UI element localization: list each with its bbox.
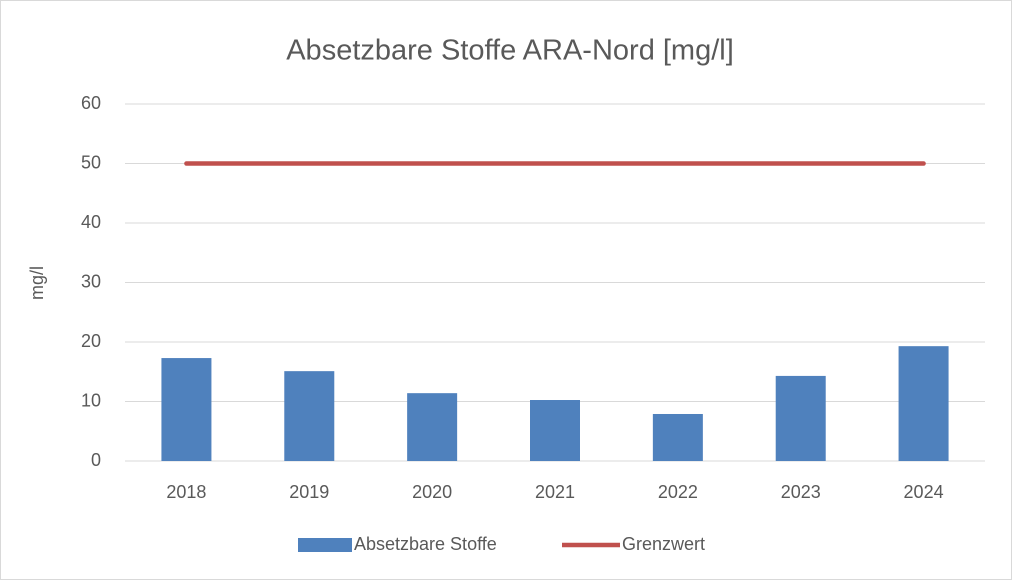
bar — [284, 371, 335, 461]
bar — [407, 393, 458, 461]
y-tick-label: 10 — [81, 390, 101, 410]
x-tick-label: 2019 — [289, 482, 329, 502]
bar — [161, 358, 212, 461]
y-tick-label: 50 — [81, 152, 101, 172]
bar — [775, 375, 826, 461]
x-tick-label: 2021 — [535, 482, 575, 502]
bar — [652, 413, 703, 461]
legend-swatch — [298, 538, 352, 552]
y-tick-label: 40 — [81, 212, 101, 232]
x-tick-label: 2022 — [658, 482, 698, 502]
y-tick-label: 30 — [81, 271, 101, 291]
y-tick-label: 20 — [81, 331, 101, 351]
legend-label: Absetzbare Stoffe — [354, 534, 497, 554]
x-tick-label: 2023 — [781, 482, 821, 502]
y-tick-label: 0 — [91, 450, 101, 470]
bar — [898, 346, 949, 461]
x-tick-label: 2018 — [166, 482, 206, 502]
legend-label: Grenzwert — [622, 534, 705, 554]
chart-title: Absetzbare Stoffe ARA-Nord [mg/l] — [286, 35, 734, 67]
bar — [530, 400, 580, 461]
y-axis-label: mg/l — [27, 266, 47, 300]
x-tick-label: 2020 — [412, 482, 452, 502]
x-tick-label: 2024 — [904, 482, 944, 502]
y-tick-label: 60 — [81, 93, 101, 113]
